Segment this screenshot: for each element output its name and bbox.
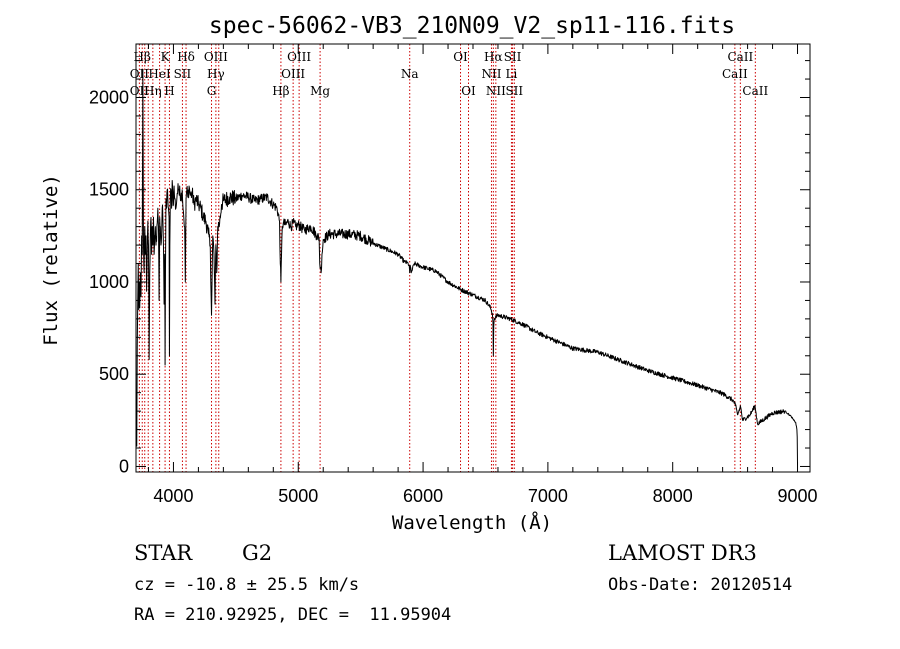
marker-label: NII — [481, 67, 501, 81]
marker-label: OIII — [204, 50, 228, 64]
marker-label: CaII — [742, 84, 768, 98]
y-tick-label: 2000 — [89, 88, 129, 108]
x-tick-label: 5000 — [278, 486, 318, 506]
marker-label: OII — [130, 84, 150, 98]
y-tick-label: 0 — [119, 456, 129, 476]
y-axis-label: Flux (relative) — [40, 174, 62, 346]
marker-label: OII — [130, 67, 150, 81]
survey-name: LAMOST DR3 — [608, 541, 757, 565]
x-axis-ticks: 4000 5000 6000 7000 8000 9000 — [147, 44, 818, 506]
marker-label: OI — [461, 84, 476, 98]
marker-label: OI — [453, 50, 468, 64]
y-tick-label: 1000 — [89, 272, 129, 292]
x-tick-label: 9000 — [777, 486, 817, 506]
x-tick-label: 8000 — [653, 486, 693, 506]
x-axis-label: Wavelength (Å) — [392, 511, 552, 534]
marker-label: Mg — [310, 84, 330, 98]
marker-label: Hδ — [177, 50, 195, 64]
marker-label: HeI — [148, 67, 171, 81]
plot-frame — [135, 43, 811, 473]
y-tick-label: 500 — [99, 364, 129, 384]
marker-label: SII — [504, 50, 522, 64]
object-class: STAR — [134, 541, 193, 565]
marker-label: NII — [486, 84, 506, 98]
flux-line — [135, 69, 799, 465]
marker-label: G — [207, 84, 217, 98]
chart-title: spec-56062-VB3_210N09_V2_sp11-116.fits — [209, 13, 735, 39]
x-tick-label: 7000 — [528, 486, 568, 506]
y-axis-ticks: 0 500 1000 1500 2000 — [89, 60, 810, 476]
emission-line-markers — [138, 44, 756, 472]
marker-label: Hγ — [207, 67, 225, 81]
flux-series — [135, 69, 799, 465]
marker-label: Hη — [144, 84, 162, 98]
marker-label: Hα — [484, 50, 503, 64]
marker-label: Li — [506, 67, 518, 81]
x-tick-label: 6000 — [403, 486, 443, 506]
marker-label: OIII — [287, 50, 311, 64]
obs-date: Obs-Date: 20120514 — [608, 575, 792, 595]
x-tick-label: 4000 — [153, 486, 193, 506]
y-tick-label: 1500 — [89, 180, 129, 200]
marker-label: CaII — [722, 67, 748, 81]
marker-label: SII — [505, 84, 523, 98]
marker-label: Hβ — [272, 84, 289, 98]
object-subclass: G2 — [242, 541, 272, 565]
marker-label: K — [161, 50, 171, 64]
marker-label: Na — [401, 67, 419, 81]
redshift-readout: cz = -10.8 ± 25.5 km/s — [134, 575, 359, 595]
marker-label: H — [164, 84, 174, 98]
marker-label: SII — [174, 67, 192, 81]
coordinates-readout: RA = 210.92925, DEC = 11.95904 — [134, 605, 451, 625]
marker-label: CaII — [727, 50, 753, 64]
marker-label: OIII — [281, 67, 305, 81]
